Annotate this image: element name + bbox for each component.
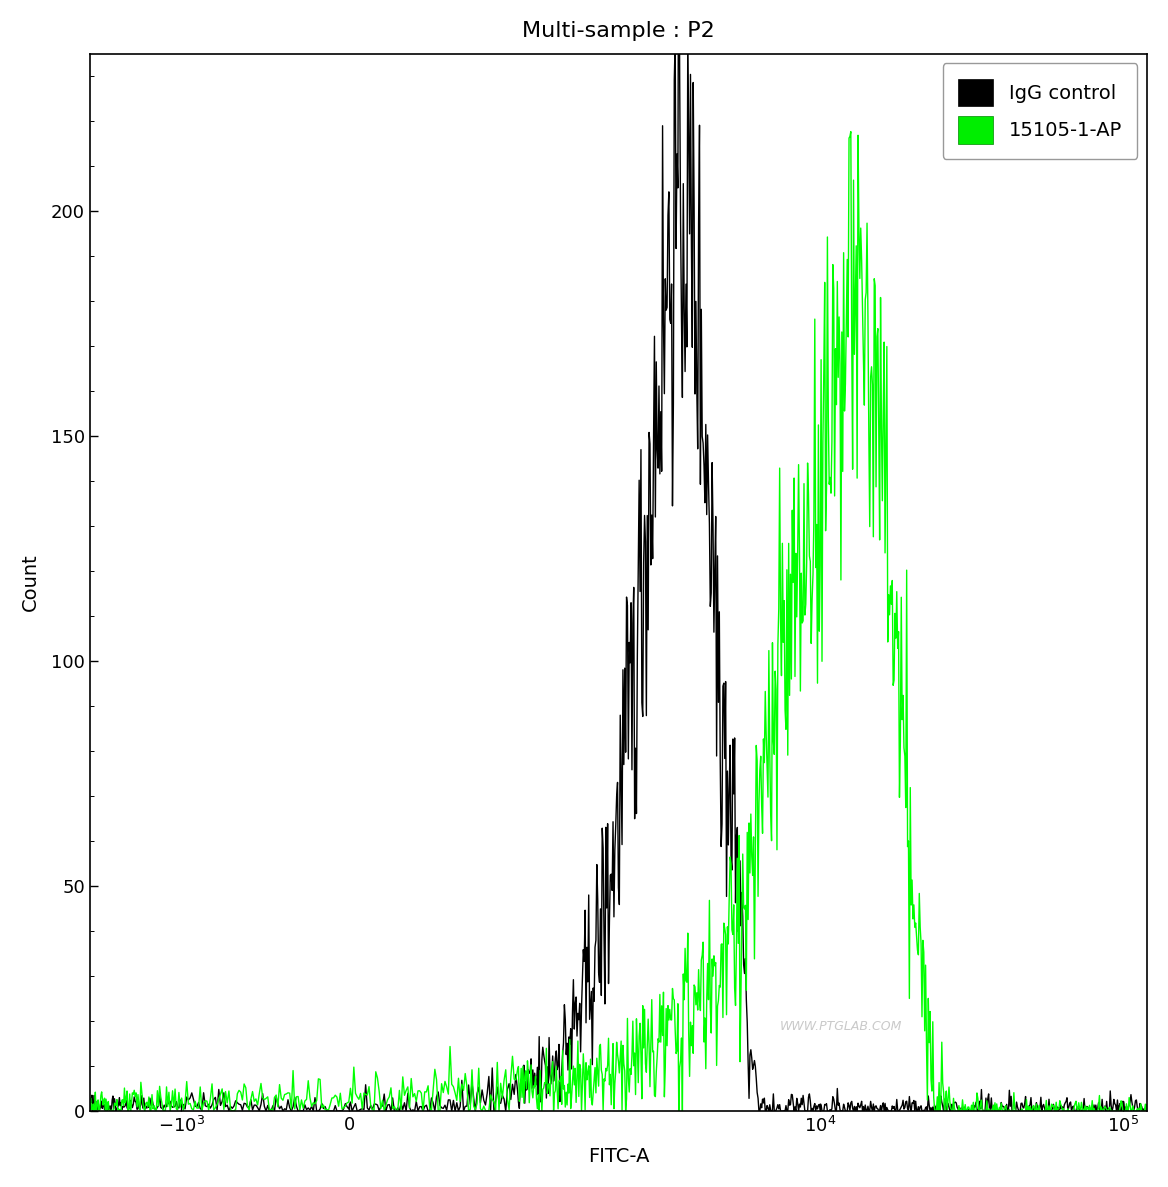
15105-1-AP [843, 125, 857, 139]
IgG control [259, 1104, 273, 1118]
Text: WWW.PTGLAB.COM: WWW.PTGLAB.COM [779, 1020, 902, 1033]
Y-axis label: Count: Count [21, 553, 40, 611]
15105-1-AP [672, 1104, 686, 1118]
Legend: IgG control, 15105-1-AP: IgG control, 15105-1-AP [943, 63, 1138, 159]
15105-1-AP [965, 1098, 979, 1112]
15105-1-AP [1070, 1102, 1084, 1116]
IgG control [965, 1104, 979, 1118]
15105-1-AP [1140, 1097, 1154, 1111]
15105-1-AP [1049, 1104, 1063, 1118]
IgG control [153, 1085, 167, 1099]
X-axis label: FITC-A: FITC-A [588, 1147, 649, 1166]
IgG control [767, 1104, 781, 1118]
15105-1-AP [83, 1103, 97, 1117]
Title: Multi-sample : P2: Multi-sample : P2 [522, 21, 715, 40]
Line: IgG control: IgG control [90, 0, 1147, 1111]
IgG control [83, 1102, 97, 1116]
IgG control [1070, 1099, 1084, 1113]
IgG control [1049, 1104, 1063, 1118]
IgG control [1140, 1104, 1154, 1118]
15105-1-AP [153, 1079, 167, 1093]
Line: 15105-1-AP: 15105-1-AP [90, 132, 1147, 1111]
IgG control [870, 1102, 884, 1116]
15105-1-AP [870, 330, 884, 344]
15105-1-AP [766, 734, 780, 748]
